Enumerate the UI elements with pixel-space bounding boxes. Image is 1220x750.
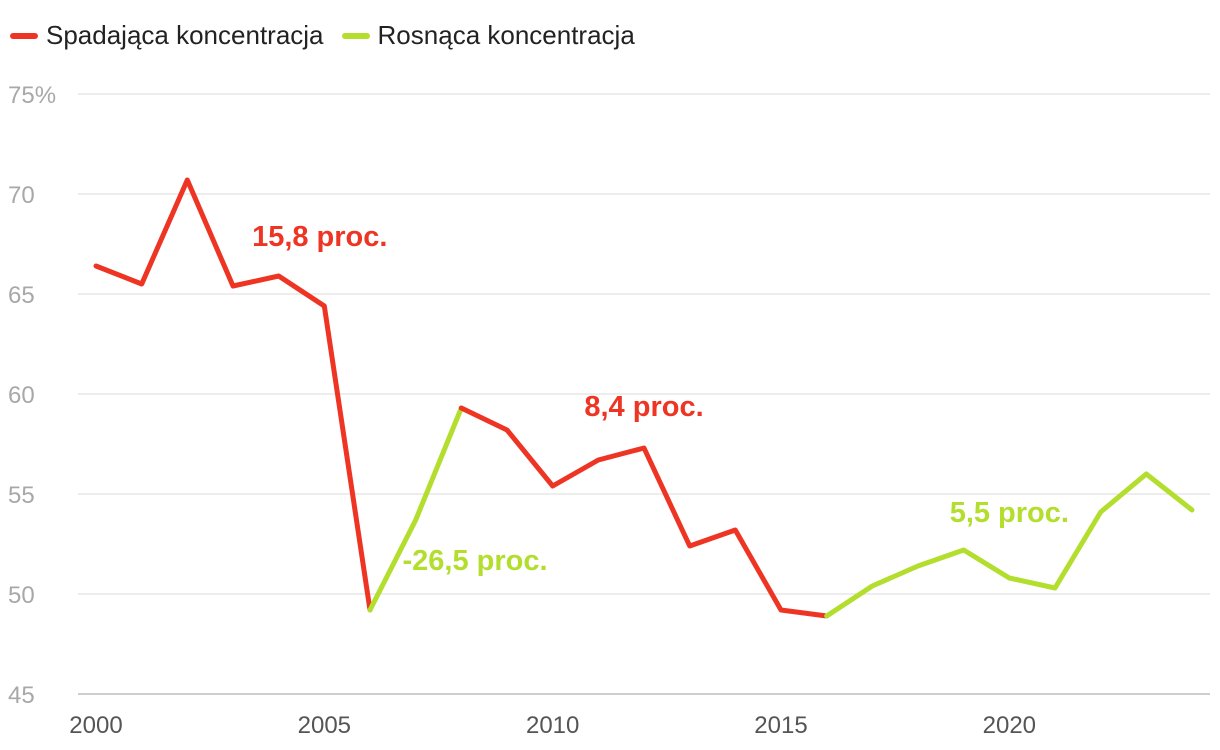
legend-item-falling: Spadająca koncentracja [10, 20, 324, 51]
x-tick-label: 2015 [754, 712, 807, 739]
y-tick-label: 75% [8, 82, 56, 109]
annotation-label: 5,5 proc. [950, 497, 1069, 529]
x-axis-ticks: 2000 2005 2010 2015 2020 [69, 712, 1036, 739]
series-line-falling [93, 177, 373, 613]
legend-label-falling: Spadająca koncentracja [46, 20, 324, 50]
y-tick-label: 70 [8, 182, 35, 209]
y-tick-label: 50 [8, 582, 35, 609]
annotations: 15,8 proc. -26,5 proc. 8,4 proc. 5,5 proc. [252, 221, 1069, 577]
legend-label-rising: Rosnąca koncentracja [377, 20, 635, 50]
x-tick-label: 2005 [298, 712, 351, 739]
series-line-falling [458, 405, 830, 619]
gridlines [78, 93, 1210, 695]
series-lines [93, 177, 1195, 619]
series-line-rising [824, 471, 1195, 619]
annotation-label: 15,8 proc. [252, 221, 387, 253]
y-tick-label: 60 [8, 382, 35, 409]
y-tick-label: 55 [8, 482, 35, 509]
y-tick-label: 65 [8, 282, 35, 309]
legend-swatch-falling [10, 32, 38, 39]
annotation-label: 8,4 proc. [584, 391, 703, 423]
annotation-label: -26,5 proc. [403, 545, 548, 577]
y-tick-label: 45 [8, 682, 35, 709]
x-tick-label: 2000 [69, 712, 122, 739]
x-tick-label: 2010 [526, 712, 579, 739]
legend-swatch-rising [341, 32, 370, 39]
x-tick-label: 2020 [983, 712, 1036, 739]
series-line-rising [367, 405, 464, 613]
chart-legend: Spadająca koncentracja Rosnąca koncentra… [10, 20, 635, 51]
y-axis-ticks: 75% 70 65 60 55 50 45 [8, 82, 56, 709]
legend-item-rising: Rosnąca koncentracja [341, 20, 635, 51]
